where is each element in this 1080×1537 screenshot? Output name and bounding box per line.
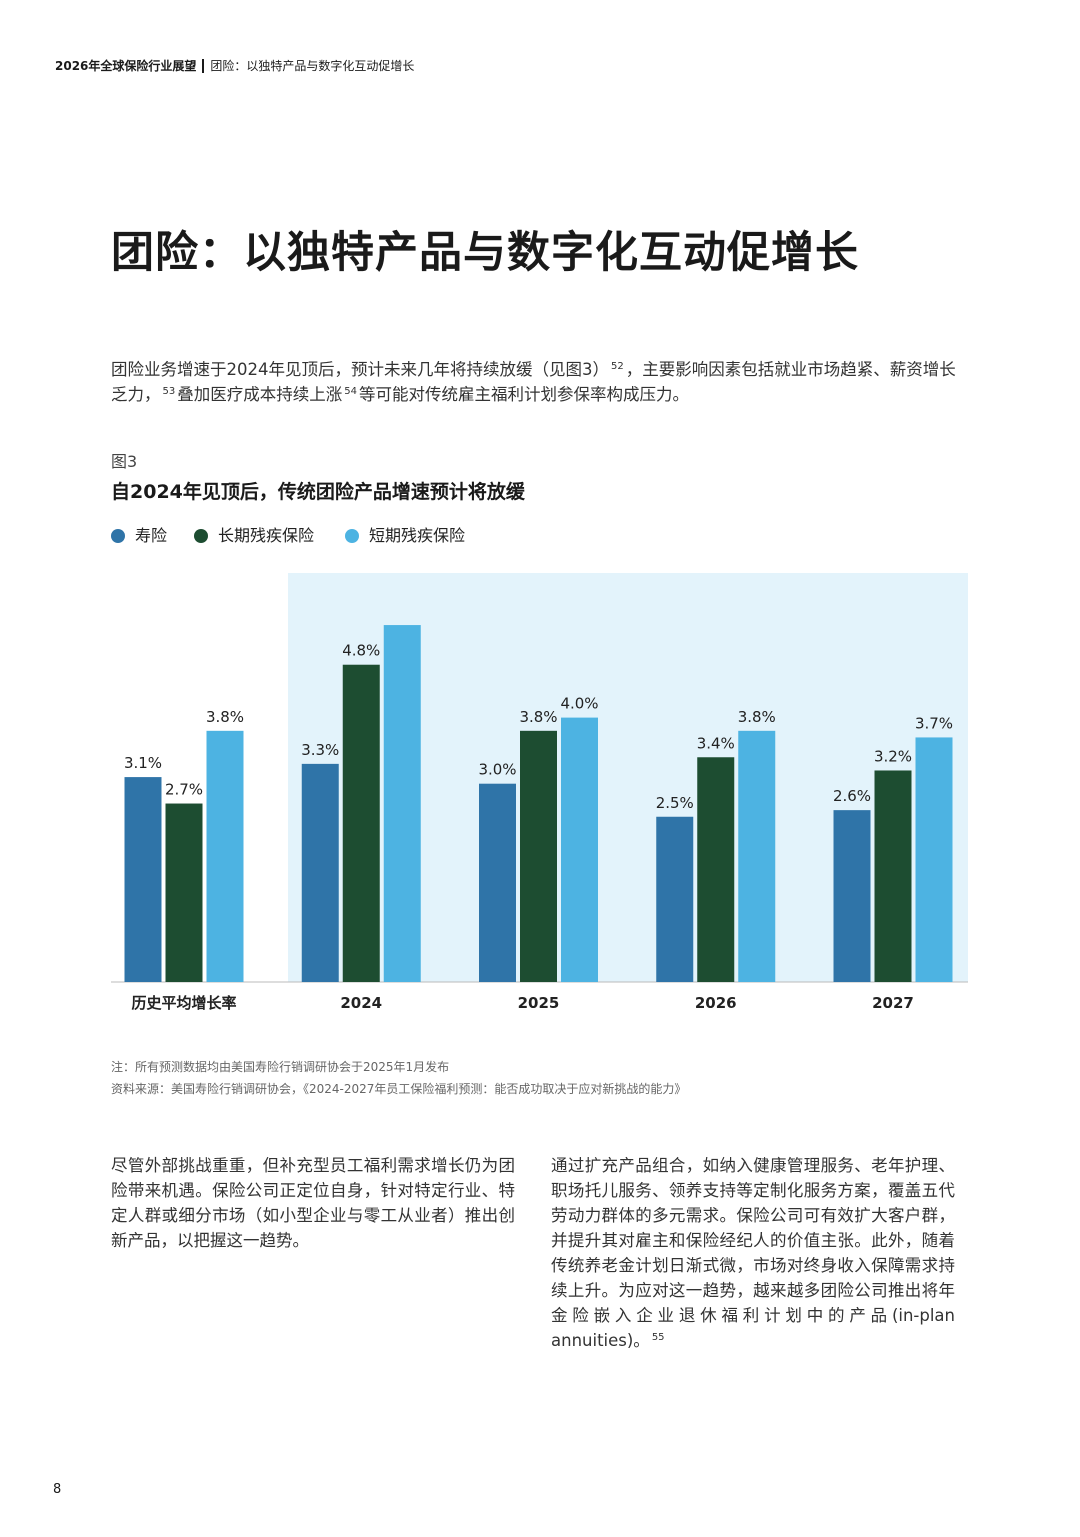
value-label: 2.6% [833,787,871,805]
bar [165,803,203,982]
legend-label: 长期残疾保险 [218,526,314,545]
body-paragraph: 通过扩充产品组合，如纳入健康管理服务、老年护理、职场托儿服务、领养支持等定制化服… [551,1153,955,1353]
chart-title: 自2024年见顶后，传统团险产品增速预计将放缓 [111,481,525,503]
bar [561,717,598,982]
header: 2026年全球保险行业展望 团险：以独特产品与数字化互动促增长 [55,57,414,74]
value-label: 2.7% [165,781,203,799]
bar [479,783,516,982]
page-number: 8 [53,1482,62,1497]
bar [874,770,912,982]
x-tick-label: 2025 [518,994,560,1012]
body-paragraph: 尽管外部挑战重重，但补充型员工福利需求增长仍为团险带来机遇。保险公司正定位自身，… [111,1156,515,1250]
x-tick-label: 2026 [695,994,737,1012]
value-label: 2.5% [656,794,694,812]
bar [520,730,557,982]
value-label: 3.2% [874,747,912,765]
value-label: 3.1% [124,754,162,772]
separator [202,58,205,73]
section-title: 团险：以独特产品与数字化互动促增长 [210,59,415,73]
x-tick-label: 2027 [872,994,914,1012]
bar [342,664,380,982]
value-label: 3.8% [519,708,557,726]
legend-marker [111,529,125,543]
footnote-ref: 54 [344,386,357,397]
text: 叠加医疗成本持续上涨 [177,385,343,404]
legend-marker [345,529,359,543]
text: 团险业务增速于2024年见顶后，预计未来几年将持续放缓（见图3） [111,360,609,379]
value-label: 3.3% [301,741,339,759]
chart-note: 注：所有预测数据均由美国寿险行销调研协会于2025年1月发布 [111,1060,450,1074]
bar [656,816,694,982]
bar [697,757,735,982]
page-title: 团险：以独特产品与数字化互动促增长 [111,228,859,278]
x-tick-label: 历史平均增长率 [131,994,236,1012]
x-tick-label: 2024 [340,994,382,1012]
footnote-ref: 55 [651,1332,665,1343]
intro-paragraph: 团险业务增速于2024年见顶后，预计未来几年将持续放缓（见图3） 52 ，主要影响因… [111,357,963,407]
value-label: 3.0% [478,761,516,779]
footnote-ref: 52 [611,361,624,372]
value-label: 4.0% [560,695,598,713]
footnote-ref: 53 [162,386,176,397]
bar [833,810,871,982]
bar [124,777,162,982]
legend-label: 短期残疾保险 [369,526,465,545]
bar [915,737,953,982]
bar [206,730,244,982]
legend-label: 寿险 [135,526,167,545]
value-label: 4.8% [342,642,380,660]
value-label: 3.4% [697,734,735,752]
bar [301,763,339,982]
legend-marker [194,529,208,543]
text: 等可能对传统雇主福利计划参保率构成压力。 [358,385,689,404]
report-title: 2026年全球保险行业展望 [55,59,197,73]
value-label: 3.7% [915,714,953,732]
bar [383,625,421,982]
figure-label: 图3 [111,452,138,471]
bar [738,730,776,982]
text: 通过扩充产品组合，如纳入健康管理服务、老年护理、职场托儿服务、领养支持等定制化服… [551,1156,955,1350]
value-label: 3.8% [738,708,776,726]
text: ，主要影响因素包括就业市场趋紧、薪资增长乏力， [111,360,956,404]
value-label: 3.8% [206,708,244,726]
chart-source: 资料来源：美国寿险行销调研协会，《2024-2027年员工保险福利预测：能否成功… [111,1082,687,1096]
